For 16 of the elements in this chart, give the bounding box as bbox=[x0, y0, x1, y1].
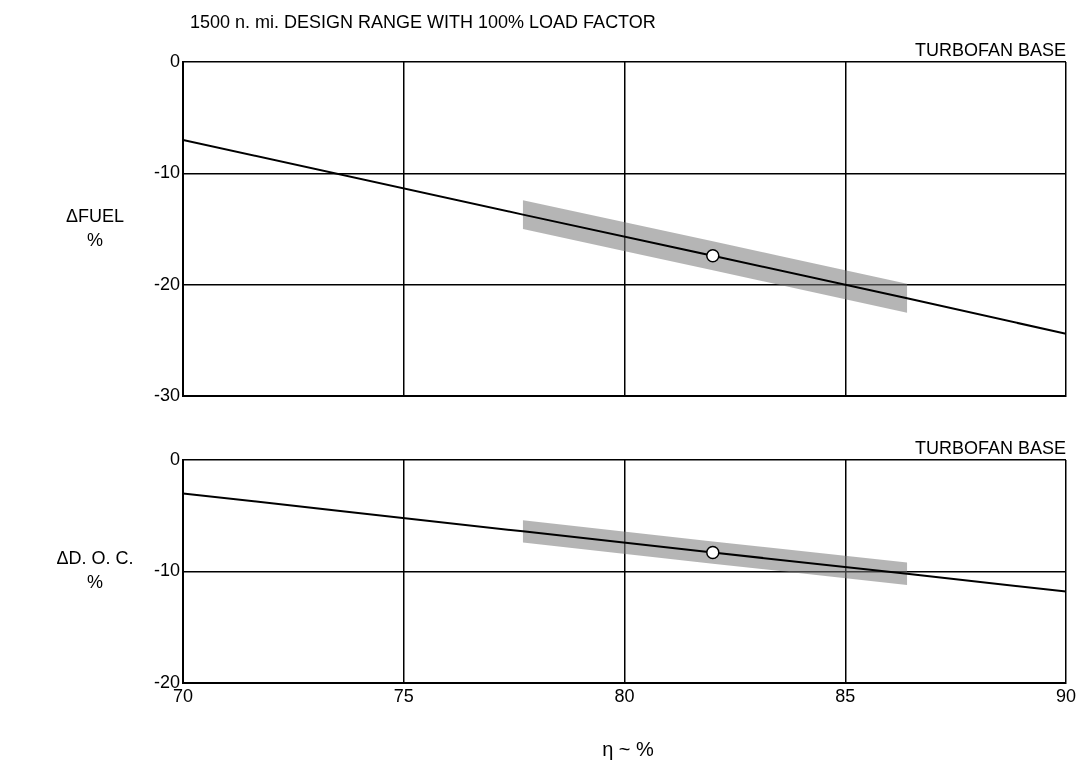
x-axis-title: η ~ % bbox=[601, 738, 655, 761]
x-tick-label: 80 bbox=[614, 685, 635, 706]
y-tick-label: -10 bbox=[153, 560, 180, 581]
x-tick-label: 75 bbox=[393, 685, 414, 706]
y-axis-title: ΔD. O. C. % bbox=[55, 546, 135, 594]
y-axis-title: ΔFUEL % bbox=[64, 204, 125, 252]
text: TURBOFAN BASE bbox=[914, 39, 1066, 60]
chart-title: 1500 n. mi. DESIGN RANGE WITH 100% LOAD FACTOR bbox=[190, 12, 656, 33]
y-tick-label: 0 bbox=[169, 50, 180, 71]
y-tick-label: -10 bbox=[153, 162, 180, 183]
x-tick-label: 85 bbox=[835, 685, 856, 706]
y-tick-label: -20 bbox=[153, 273, 180, 294]
x-tick-label: 90 bbox=[1055, 685, 1077, 706]
y-tick-label: -30 bbox=[153, 385, 180, 406]
y-tick-label: 0 bbox=[169, 448, 180, 469]
text: TURBOFAN BASE bbox=[914, 437, 1066, 458]
